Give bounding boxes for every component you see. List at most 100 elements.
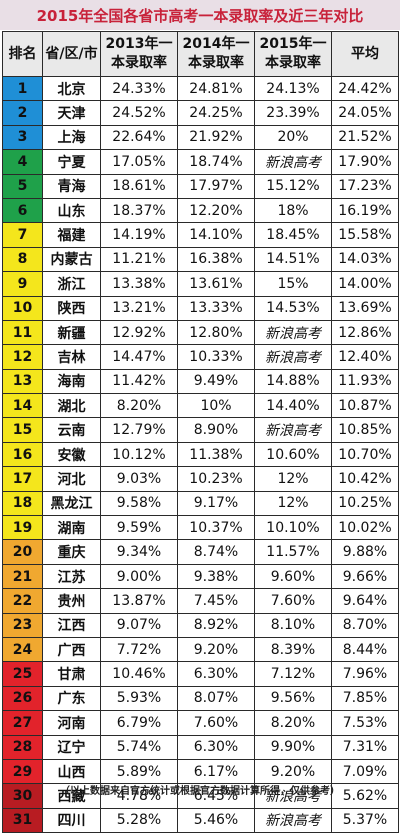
province-cell: 浙江 bbox=[42, 271, 101, 297]
province-cell: 陕西 bbox=[42, 295, 101, 321]
rate-2013-cell: 13.87% bbox=[100, 588, 178, 614]
rate-2015-cell: 8.20% bbox=[254, 710, 332, 736]
rate-2014-cell: 8.07% bbox=[177, 685, 255, 712]
rate-2015-cell: 14.53% bbox=[254, 295, 332, 321]
table-row: 21 江苏 9.00% 9.38% 9.60% 9.66% bbox=[2, 563, 399, 590]
province-cell: 贵州 bbox=[42, 588, 101, 614]
table-row: 8 内蒙古 11.21% 16.38% 14.51% 14.03% bbox=[2, 246, 399, 273]
rate-2014-cell: 13.61% bbox=[177, 271, 255, 297]
rank-cell: 3 bbox=[2, 124, 43, 151]
rate-2014-cell: 12.20% bbox=[177, 197, 255, 224]
rate-2015-cell: 9.60% bbox=[254, 563, 332, 590]
table-row: 25 甘肃 10.46% 6.30% 7.12% 7.96% bbox=[2, 661, 399, 687]
rate-2014-cell: 21.92% bbox=[177, 124, 255, 151]
rate-2014-cell: 7.60% bbox=[177, 710, 255, 736]
rank-cell: 11 bbox=[2, 319, 43, 346]
rate-2014-cell: 12.80% bbox=[177, 319, 255, 346]
rate-2015-cell: 18.45% bbox=[254, 222, 332, 248]
rate-2015-cell: 11.57% bbox=[254, 539, 332, 565]
table-row: 10 陕西 13.21% 13.33% 14.53% 13.69% bbox=[2, 295, 399, 321]
rate-2013-cell: 9.58% bbox=[100, 490, 178, 517]
average-cell: 7.85% bbox=[331, 685, 399, 712]
table-row: 31 四川 5.28% 5.46% 新浪高考 5.37% bbox=[2, 807, 399, 833]
rate-2014-cell: 9.38% bbox=[177, 563, 255, 590]
rate-2013-cell: 5.28% bbox=[100, 807, 178, 833]
table-row: 5 青海 18.61% 17.97% 15.12% 17.23% bbox=[2, 173, 399, 199]
rate-2013-cell: 9.00% bbox=[100, 563, 178, 590]
rate-2014-cell: 9.20% bbox=[177, 636, 255, 663]
average-cell: 17.90% bbox=[331, 149, 399, 175]
rate-2015-cell: 12% bbox=[254, 490, 332, 517]
average-cell: 11.93% bbox=[331, 368, 399, 395]
rank-cell: 16 bbox=[2, 441, 43, 468]
rate-2014-cell: 18.74% bbox=[177, 149, 255, 175]
table-row: 9 浙江 13.38% 13.61% 15% 14.00% bbox=[2, 271, 399, 297]
source-note: （以上数据来自官方统计或根据官方数据计算所得，仅供参考） bbox=[60, 786, 340, 797]
rate-2015-cell: 14.51% bbox=[254, 246, 332, 273]
rate-2013-cell: 9.34% bbox=[100, 539, 178, 565]
admission-rate-table: 排名 省/区/市 2013年一本录取率 2014年一本录取率 2015年一本录取… bbox=[2, 31, 399, 833]
rate-2014-cell: 5.46% bbox=[177, 807, 255, 833]
average-cell: 9.88% bbox=[331, 539, 399, 565]
average-cell: 10.42% bbox=[331, 466, 399, 492]
rate-2015-cell: 9.20% bbox=[254, 758, 332, 785]
rate-2015-cell: 20% bbox=[254, 124, 332, 151]
table-row: 24 广西 7.72% 9.20% 8.39% 8.44% bbox=[2, 636, 399, 663]
rank-cell: 8 bbox=[2, 246, 43, 273]
rank-cell: 9 bbox=[2, 271, 43, 297]
table-row: 14 湖北 8.20% 10% 14.40% 10.87% bbox=[2, 393, 399, 419]
table-row: 16 安徽 10.12% 11.38% 10.60% 10.70% bbox=[2, 441, 399, 468]
rank-cell: 19 bbox=[2, 515, 43, 541]
province-cell: 广西 bbox=[42, 636, 101, 663]
province-cell: 安徽 bbox=[42, 441, 101, 468]
rate-2015-cell: 新浪高考 bbox=[254, 344, 332, 370]
average-cell: 8.70% bbox=[331, 612, 399, 638]
average-cell: 12.86% bbox=[331, 319, 399, 346]
average-cell: 14.03% bbox=[331, 246, 399, 273]
table-row: 15 云南 12.79% 8.90% 新浪高考 10.85% bbox=[2, 417, 399, 443]
rate-2015-cell: 新浪高考 bbox=[254, 417, 332, 443]
rank-cell: 20 bbox=[2, 539, 43, 565]
rate-2013-cell: 13.21% bbox=[100, 295, 178, 321]
rank-cell: 27 bbox=[2, 710, 43, 736]
average-cell: 21.52% bbox=[331, 124, 399, 151]
rank-cell: 5 bbox=[2, 173, 43, 199]
rate-2013-cell: 5.89% bbox=[100, 758, 178, 785]
rank-cell: 22 bbox=[2, 588, 43, 614]
rate-2015-cell: 24.13% bbox=[254, 75, 332, 102]
province-cell: 河南 bbox=[42, 710, 101, 736]
table-row: 28 辽宁 5.74% 6.30% 9.90% 7.31% bbox=[2, 734, 399, 760]
rate-2013-cell: 24.33% bbox=[100, 75, 178, 102]
table-header-row: 排名 省/区/市 2013年一本录取率 2014年一本录取率 2015年一本录取… bbox=[2, 31, 399, 77]
average-cell: 10.02% bbox=[331, 515, 399, 541]
rate-2015-cell: 8.39% bbox=[254, 636, 332, 663]
table-row: 19 湖南 9.59% 10.37% 10.10% 10.02% bbox=[2, 515, 399, 541]
rate-2015-cell: 23.39% bbox=[254, 100, 332, 126]
table-row: 13 海南 11.42% 9.49% 14.88% 11.93% bbox=[2, 368, 399, 395]
rate-2015-cell: 8.10% bbox=[254, 612, 332, 638]
rank-cell: 7 bbox=[2, 222, 43, 248]
table-row: 1 北京 24.33% 24.81% 24.13% 24.42% bbox=[2, 75, 399, 102]
rate-2014-cell: 24.81% bbox=[177, 75, 255, 102]
province-cell: 广东 bbox=[42, 685, 101, 712]
province-cell: 云南 bbox=[42, 417, 101, 443]
rate-2013-cell: 6.79% bbox=[100, 710, 178, 736]
rate-2014-cell: 9.49% bbox=[177, 368, 255, 395]
rate-2015-cell: 15% bbox=[254, 271, 332, 297]
rank-cell: 6 bbox=[2, 197, 43, 224]
rank-cell: 10 bbox=[2, 295, 43, 321]
rate-2014-cell: 14.10% bbox=[177, 222, 255, 248]
rank-cell: 4 bbox=[2, 149, 43, 175]
average-cell: 24.05% bbox=[331, 100, 399, 126]
rate-2014-cell: 6.30% bbox=[177, 734, 255, 760]
rate-2013-cell: 11.42% bbox=[100, 368, 178, 395]
rate-2015-cell: 10.60% bbox=[254, 441, 332, 468]
rank-cell: 17 bbox=[2, 466, 43, 492]
average-cell: 14.00% bbox=[331, 271, 399, 297]
table-row: 18 黑龙江 9.58% 9.17% 12% 10.25% bbox=[2, 490, 399, 517]
rank-cell: 2 bbox=[2, 100, 43, 126]
rate-2014-cell: 16.38% bbox=[177, 246, 255, 273]
province-cell: 天津 bbox=[42, 100, 101, 126]
header-average: 平均 bbox=[331, 31, 399, 77]
rate-2014-cell: 11.38% bbox=[177, 441, 255, 468]
